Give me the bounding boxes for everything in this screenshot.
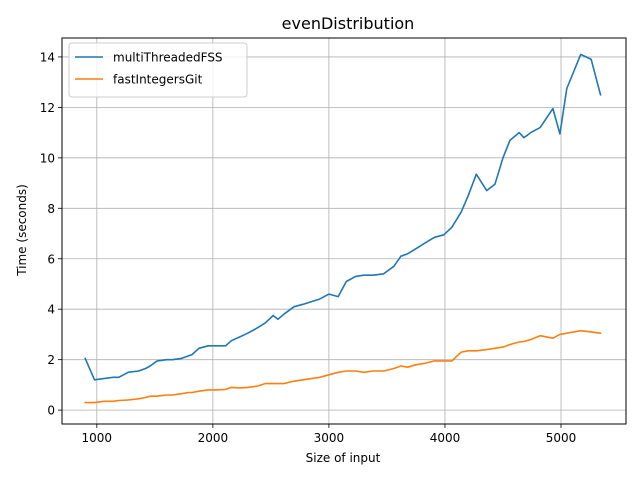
legend-label: multiThreadedFSS [113, 51, 223, 65]
y-tick-label: 4 [47, 303, 55, 317]
chart-title: evenDistribution [282, 14, 415, 33]
y-tick-label: 10 [40, 151, 55, 165]
grid-lines [62, 38, 626, 424]
series-line-fastIntegersGit [84, 329, 602, 404]
y-tick-label: 8 [47, 202, 55, 216]
x-tick-label: 5000 [546, 431, 577, 445]
y-tick-label: 0 [47, 404, 55, 418]
x-tick-label: 1000 [82, 431, 113, 445]
x-axis-ticks: 1000 2000 3000 4000 5000 [82, 424, 577, 445]
y-tick-label: 14 [40, 50, 55, 64]
x-tick-label: 4000 [430, 431, 461, 445]
x-axis-label: Size of input [306, 451, 381, 465]
y-tick-label: 12 [40, 101, 55, 115]
y-axis-label: Time (seconds) [15, 184, 29, 277]
legend-label: fastIntegersGit [113, 73, 203, 87]
series-lines [84, 53, 602, 404]
x-tick-label: 3000 [314, 431, 345, 445]
legend: multiThreadedFSS fastIntegersGit [68, 42, 248, 98]
y-tick-label: 6 [47, 252, 55, 266]
y-tick-label: 2 [47, 353, 55, 367]
y-axis-ticks: 0 2 4 6 8 10 12 14 [40, 50, 62, 418]
legend-box [68, 42, 248, 98]
series-line-multiThreadedFSS [84, 53, 602, 381]
x-tick-label: 2000 [198, 431, 229, 445]
plot-frame [61, 37, 627, 425]
